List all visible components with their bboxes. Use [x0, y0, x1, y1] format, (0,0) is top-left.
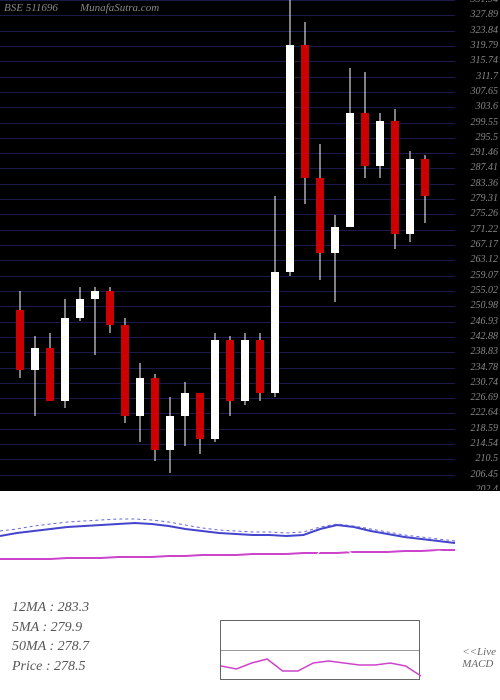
indicator-line-signal	[0, 523, 455, 543]
y-axis-tick-label: 214.54	[471, 438, 499, 449]
y-axis-tick-label: 263.12	[471, 254, 499, 265]
y-axis-tick-label: 291.46	[471, 147, 499, 158]
y-axis-tick-label: 331.94	[471, 0, 499, 5]
y-axis-tick-label: 303.6	[476, 101, 499, 112]
y-axis-tick-label: 315.74	[471, 55, 499, 66]
macd-indicator-panel	[0, 490, 500, 590]
indicator-line-signal-dotted	[0, 519, 455, 541]
y-axis-tick-label: 218.59	[471, 423, 499, 434]
y-axis-tick-label: 206.45	[471, 469, 499, 480]
indicator-line-histogram	[0, 543, 455, 579]
y-axis-tick-label: 279.31	[471, 193, 499, 204]
stats-panel: 12MA : 283.3 5MA : 279.9 50MA : 278.7 Pr…	[0, 590, 500, 700]
indicator-line-baseline	[0, 550, 455, 559]
y-axis-tick-label: 210.5	[476, 453, 499, 464]
y-axis-tick-label: 259.07	[471, 270, 499, 281]
y-axis-tick-label: 226.69	[471, 392, 499, 403]
y-axis-tick-label: 311.7	[476, 71, 498, 82]
y-axis-tick-label: 271.22	[471, 224, 499, 235]
y-axis-tick-label: 246.93	[471, 316, 499, 327]
y-axis-tick-label: 242.88	[471, 331, 499, 342]
y-axis-tick-label: 319.79	[471, 40, 499, 51]
y-axis-tick-label: 323.84	[471, 25, 499, 36]
y-axis-tick-label: 327.89	[471, 9, 499, 20]
indicator-line-macd	[0, 509, 455, 556]
y-axis-tick-label: 222.64	[471, 407, 499, 418]
candlestick-chart: BSE 511696 MunafaSutra.com 331.94 327.89 3…	[0, 0, 500, 490]
y-axis-tick-label: 307.65	[471, 86, 499, 97]
y-axis-tick-label: 250.98	[471, 300, 499, 311]
chart-container: BSE 511696 MunafaSutra.com 331.94 327.89 3…	[0, 0, 500, 700]
live-macd-mini-chart	[220, 620, 420, 680]
live-macd-label: <<LiveMACD	[462, 646, 496, 670]
y-axis-tick-label: 299.55	[471, 117, 499, 128]
symbol-label: BSE 511696	[4, 2, 58, 14]
y-axis-tick-label: 275.26	[471, 208, 499, 219]
ma12-stat: 12MA : 283.3	[12, 598, 488, 618]
y-axis-tick-label: 238.83	[471, 346, 499, 357]
y-axis-tick-label: 255.02	[471, 285, 499, 296]
y-axis-tick-label: 287.41	[471, 162, 499, 173]
site-label: MunafaSutra.com	[80, 2, 159, 14]
y-axis-tick-label: 234.78	[471, 362, 499, 373]
mini-chart-line	[221, 621, 421, 681]
y-axis-tick-label: 230.74	[471, 377, 499, 388]
y-axis-tick-label: 267.17	[471, 239, 499, 250]
y-axis-tick-label: 295.5	[476, 132, 499, 143]
y-axis-tick-label: 283.36	[471, 178, 499, 189]
indicator-lines	[0, 491, 500, 591]
